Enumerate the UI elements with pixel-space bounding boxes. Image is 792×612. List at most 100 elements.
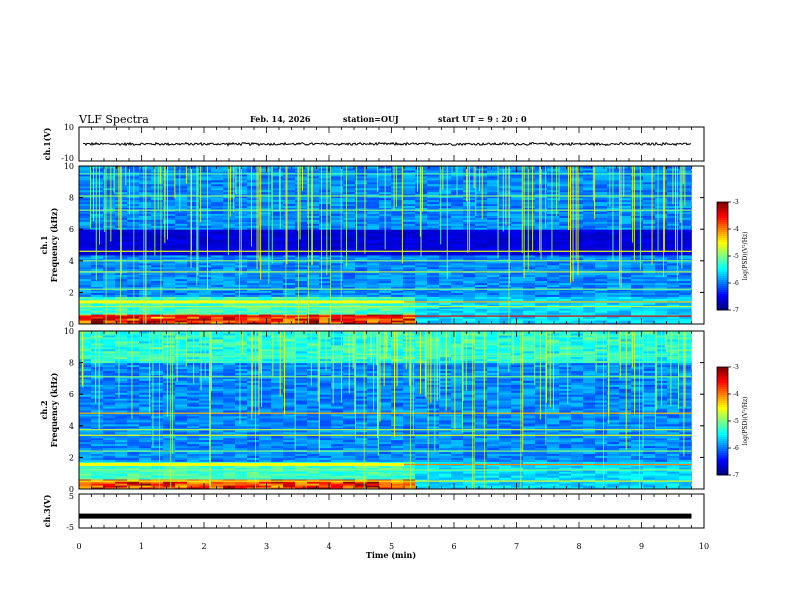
spec-cell (583, 471, 596, 474)
spec-cell (439, 485, 452, 488)
spec-cell (103, 467, 116, 470)
spec-cell (487, 197, 500, 201)
spec-cell (343, 475, 356, 478)
spec-cell (535, 280, 548, 284)
spec-cell (247, 225, 260, 228)
spec-cell (679, 260, 692, 264)
spec-cell (415, 314, 428, 317)
spec-cell (271, 286, 284, 289)
spec-cell (451, 248, 464, 252)
spec-cell (355, 166, 368, 169)
spec-cell (103, 483, 116, 486)
spec-cell (319, 215, 332, 218)
spec-cell (223, 185, 236, 189)
spec-cell (175, 473, 188, 476)
spec-cell (163, 262, 176, 266)
spec-cell (295, 241, 308, 244)
spec-cell (499, 475, 512, 478)
spec-cell (619, 304, 632, 307)
spec-cell (619, 231, 632, 234)
spec-cell (595, 318, 608, 321)
spec-cell (631, 298, 644, 301)
spec-sferic-streak (401, 166, 403, 264)
spec-cell (475, 477, 488, 480)
spec-cell (499, 292, 512, 295)
spec-cell (247, 286, 260, 289)
spec-cell (103, 175, 116, 179)
spec-cell (643, 215, 656, 218)
spec-cell (103, 304, 116, 307)
spec-cell (295, 169, 308, 173)
spec-cell (655, 185, 668, 189)
spec-cell (427, 282, 440, 285)
spec-cell (571, 276, 584, 280)
spec-cell (595, 231, 608, 234)
spec-cell (487, 169, 500, 173)
spec-cell (307, 304, 320, 307)
spec-cell (139, 215, 152, 218)
spec-cell (655, 233, 668, 236)
spec-cell (103, 169, 116, 173)
spec-cell (223, 227, 236, 230)
spec-sferic-streak (556, 166, 558, 216)
spec-cell (139, 183, 152, 187)
spec-cell (235, 483, 248, 486)
spec-cell (439, 284, 452, 287)
spec-cell (571, 256, 584, 260)
spec-cell (571, 195, 584, 199)
colorbar-label: log(PSD)(V²/Hz) (742, 232, 749, 281)
spec-cell (271, 203, 284, 206)
colorbar-swatch (717, 304, 728, 307)
spec-cell (151, 278, 164, 282)
spec-cell (439, 221, 452, 224)
spec-cell (523, 294, 536, 297)
spec-cell (667, 250, 680, 254)
spec-cell (391, 189, 404, 193)
spec-cell (583, 290, 596, 293)
spec-cell (259, 296, 272, 299)
spec-cell (211, 302, 224, 305)
spec-cell (211, 203, 224, 206)
spec-cell (559, 284, 572, 287)
spec-cell (187, 260, 200, 264)
spec-cell (571, 487, 584, 490)
spec-cell (643, 272, 656, 276)
spec-cell (343, 280, 356, 284)
spec-cell (511, 235, 524, 238)
spec-cell (307, 471, 320, 474)
spec-cell (595, 247, 608, 250)
spec-cell (115, 467, 128, 470)
spec-cell (367, 485, 380, 488)
spec-cell (427, 302, 440, 305)
spec-cell (511, 169, 524, 173)
spec-cell (151, 254, 164, 258)
spec-cell (463, 322, 476, 325)
spec-cell (331, 207, 344, 210)
spec-cell (691, 290, 692, 293)
spec-cell (571, 471, 584, 474)
spec-cell (199, 203, 212, 206)
spec-cell (247, 316, 260, 319)
spec-cell (367, 235, 380, 238)
spec-cell (595, 284, 608, 287)
spec-cell (103, 166, 116, 169)
spec-cell (655, 199, 668, 203)
spec-cell (283, 280, 296, 284)
spec-cell (487, 191, 500, 195)
spec-cell (283, 465, 296, 468)
spec-cell (163, 171, 176, 175)
spec-cell (427, 286, 440, 289)
spec-cell (79, 322, 92, 325)
spec-cell (127, 250, 140, 254)
spec-cell (511, 177, 524, 181)
spec-cell (103, 266, 116, 270)
spec-cell (655, 173, 668, 177)
spec-cell (343, 485, 356, 488)
spec-cell (391, 473, 404, 476)
spec-cell (667, 296, 680, 299)
spec-cell (355, 223, 368, 226)
spec-cell (379, 477, 392, 480)
spec-cell (439, 237, 452, 240)
spec-cell (103, 274, 116, 278)
spec-cell (547, 207, 560, 210)
